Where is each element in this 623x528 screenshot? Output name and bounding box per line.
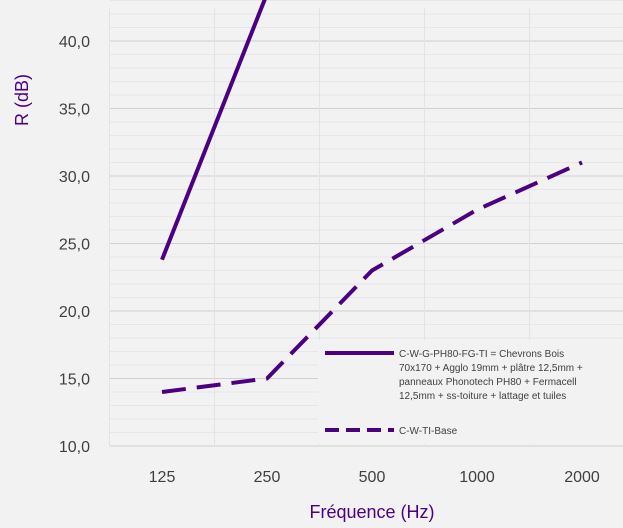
x-tick-label: 2000 <box>564 469 600 486</box>
legend-label: C-W-TI-Base <box>399 426 458 437</box>
y-tick-label: 25,0 <box>59 237 90 254</box>
legend-label: 70x170 + Agglo 19mm + plâtre 12,5mm + <box>399 363 583 374</box>
legend-label: panneaux Phonotech PH80 + Fermacell <box>399 377 577 388</box>
legend: C-W-G-PH80-FG-TI = Chevrons Bois 70x170 +… <box>318 340 623 444</box>
y-tick-label: 40,0 <box>59 34 90 51</box>
legend-label: 12,5mm + ss-toiture + lattage et tuiles <box>399 391 566 402</box>
x-tick-label: 125 <box>149 469 176 486</box>
x-axis-title: Fréquence (Hz) <box>309 502 434 522</box>
x-tick-label: 500 <box>359 469 386 486</box>
legend-background <box>318 340 623 444</box>
y-axis-title: R (dB) <box>12 74 32 126</box>
y-axis-ticks: 10,0 15,0 20,0 25,0 30,0 35,0 40,0 <box>59 34 90 456</box>
series-line-c-w-ti-base <box>161 160 583 394</box>
y-tick-label: 15,0 <box>59 372 90 389</box>
series-line-c-w-g-ph80-fg-ti <box>160 0 267 261</box>
legend-label: C-W-G-PH80-FG-TI = Chevrons Bois <box>399 349 564 360</box>
series-group <box>160 0 583 394</box>
y-tick-label: 10,0 <box>59 439 90 456</box>
x-axis-ticks: 125 250 500 1000 2000 <box>149 469 600 486</box>
y-tick-label: 30,0 <box>59 169 90 186</box>
y-tick-label: 20,0 <box>59 304 90 321</box>
x-tick-label: 1000 <box>459 469 495 486</box>
y-tick-label: 35,0 <box>59 102 90 119</box>
x-tick-label: 250 <box>254 469 281 486</box>
